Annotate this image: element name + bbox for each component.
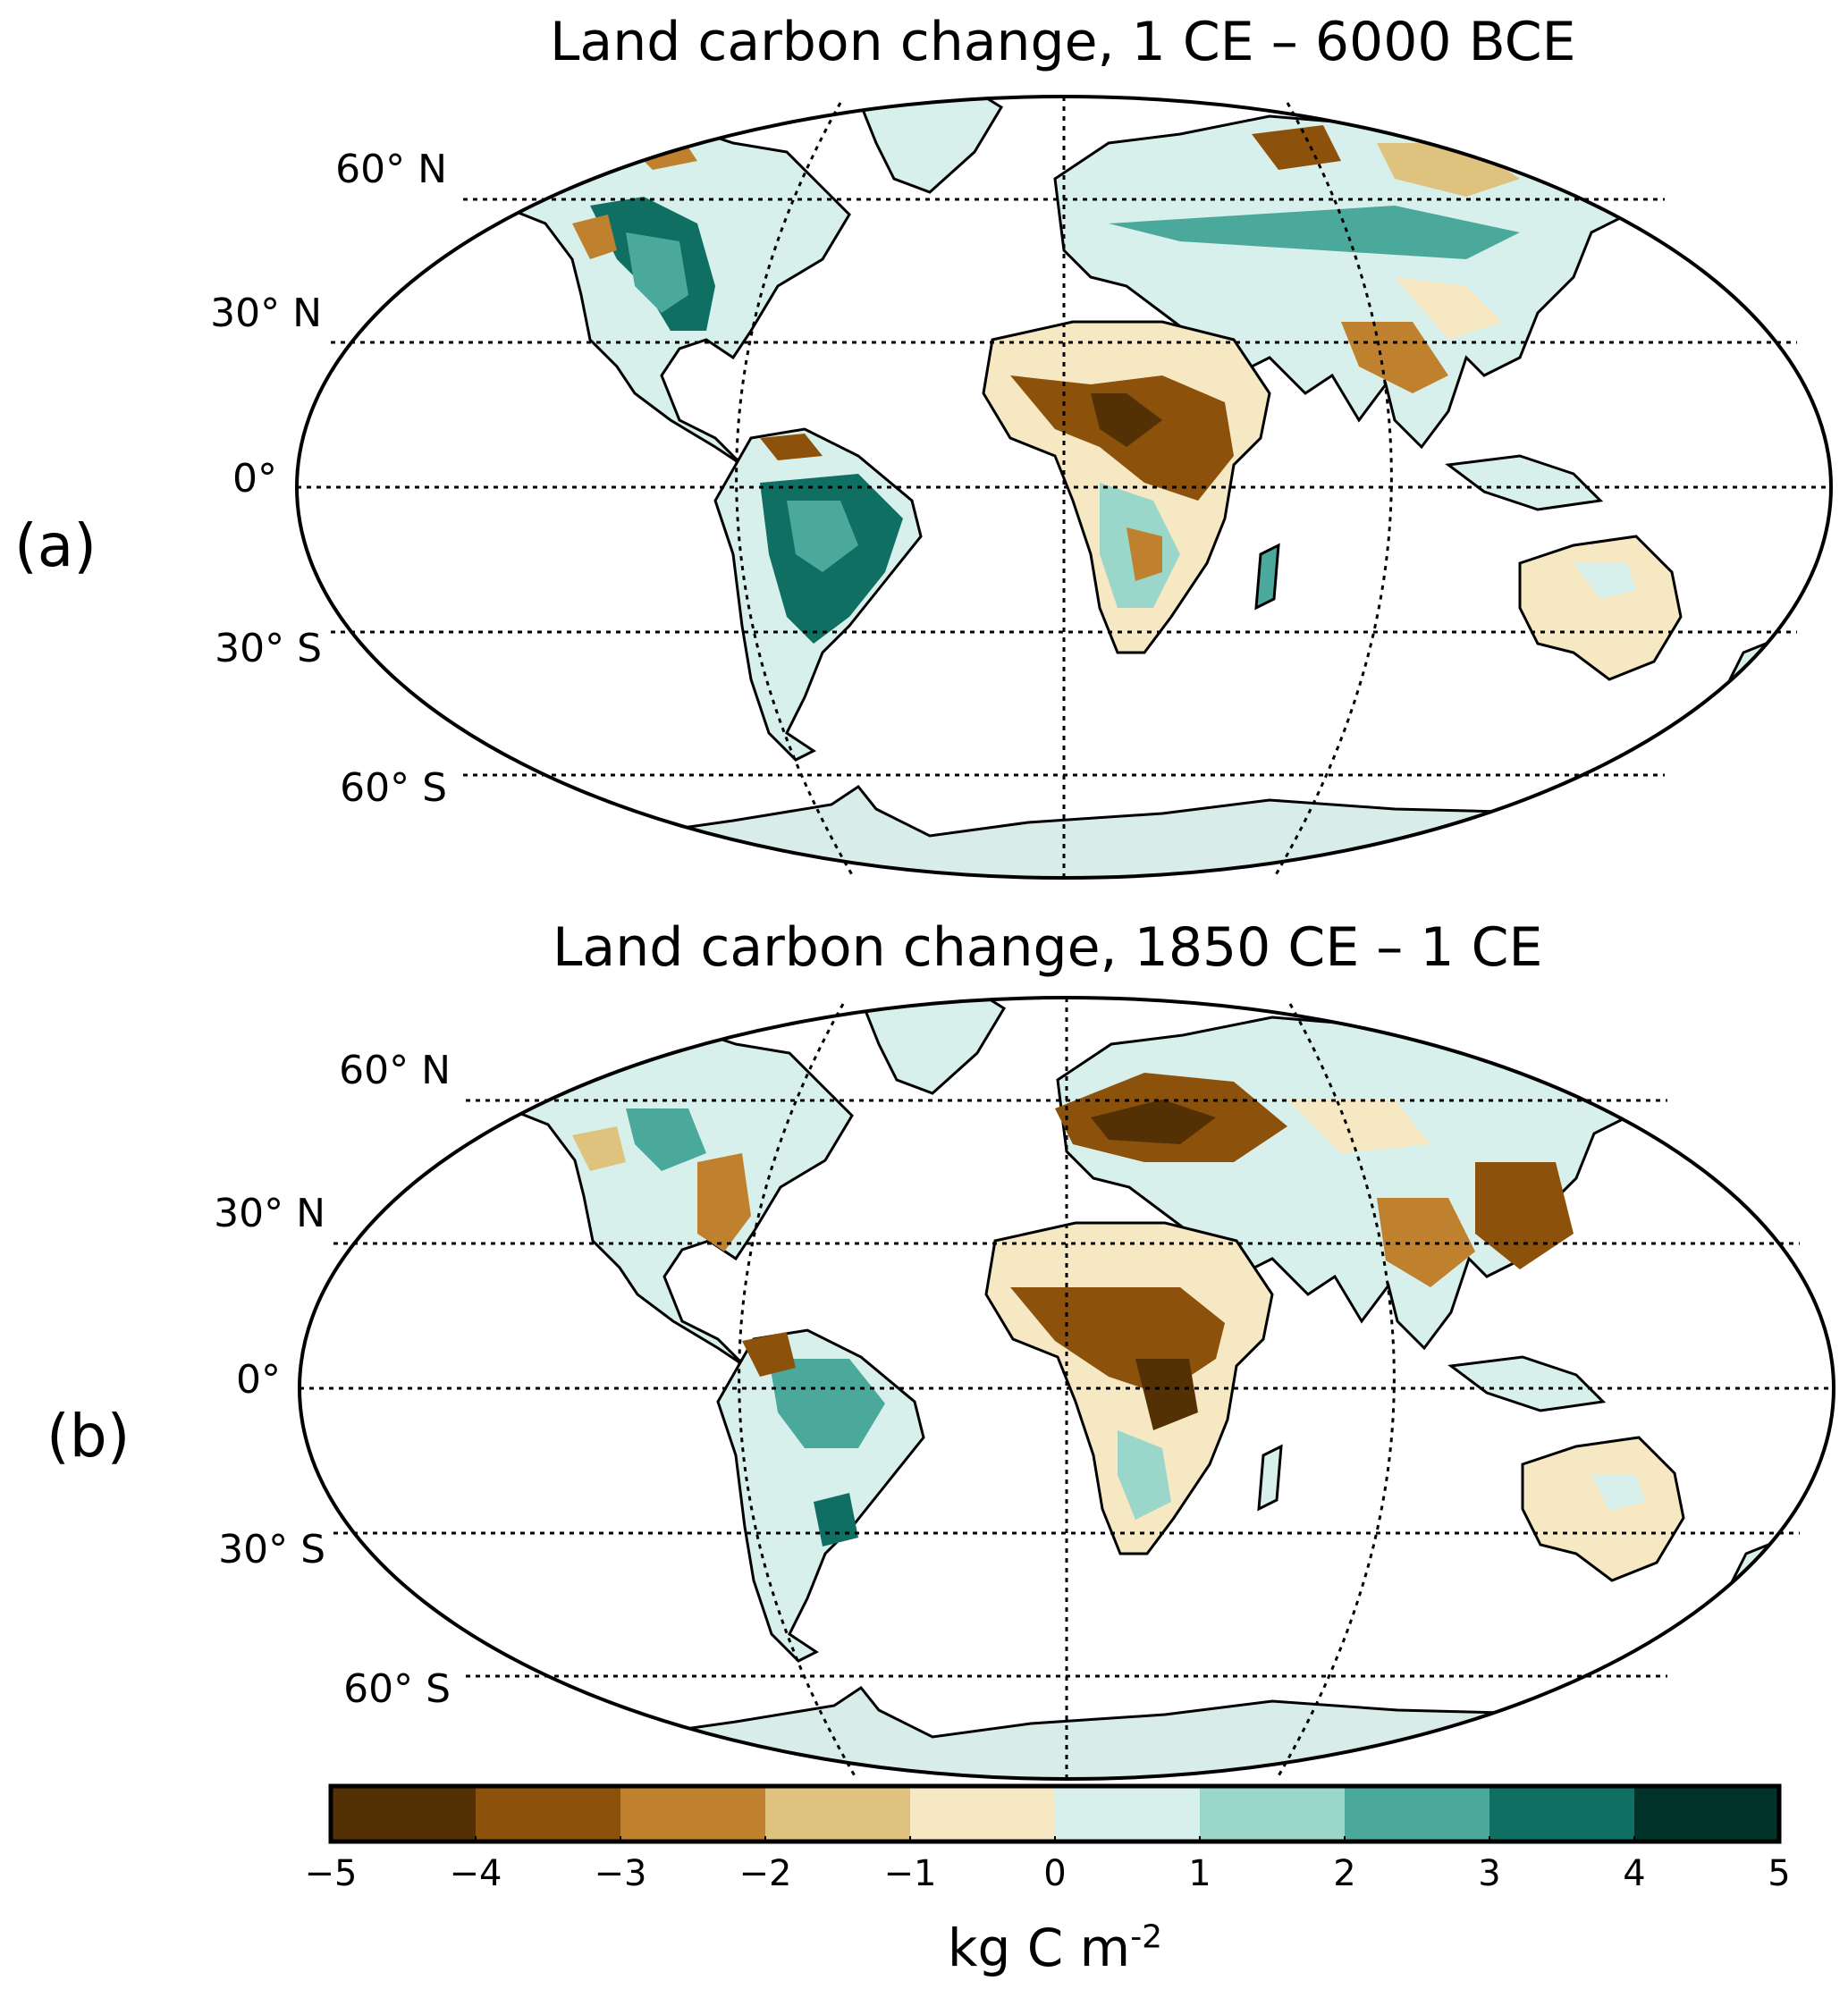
colorbar-swatch — [1489, 1786, 1635, 1842]
colorbar-tick-label: 5 — [1768, 1853, 1791, 1894]
panel-b-greenland — [858, 998, 1007, 1095]
colorbar-tick-label: −4 — [449, 1853, 502, 1894]
panel-b-map — [298, 996, 1835, 1781]
colorbar-swatch — [1345, 1786, 1490, 1842]
panel-b-title: Land carbon change, 1850 CE – 1 CE — [553, 916, 1543, 979]
colorbar-swatch — [1634, 1786, 1780, 1842]
colorbar-tick-label: 2 — [1333, 1853, 1356, 1894]
colorbar-units-label: kg C m-2 — [948, 1918, 1162, 1978]
panel-a-greenland — [856, 97, 1004, 194]
colorbar-swatch — [620, 1786, 766, 1842]
colorbar-tick-label: 4 — [1623, 1853, 1646, 1894]
panel-a-map — [295, 95, 1833, 880]
panel-a-title: Land carbon change, 1 CE – 6000 BCE — [550, 11, 1576, 73]
panel-a-lat-30n: 30° N — [210, 291, 322, 336]
colorbar-units: kg C m — [947, 1918, 1131, 1978]
colorbar-swatch — [765, 1786, 911, 1842]
colorbar-swatch — [331, 1786, 477, 1842]
panel-a-lat-60n: 60° N — [335, 147, 447, 192]
panel-b-label: (b) — [46, 1402, 131, 1471]
panel-b-lat-60n: 60° N — [339, 1048, 451, 1093]
colorbar-tick-label: −3 — [594, 1853, 647, 1894]
colorbar-tick-label: −5 — [304, 1853, 358, 1894]
colorbar-swatch — [1200, 1786, 1346, 1842]
panel-a-lat-60s: 60° S — [340, 765, 447, 811]
panel-b-lat-30n: 30° N — [214, 1191, 325, 1236]
panel-a-lat-30s: 30° S — [215, 626, 322, 671]
colorbar — [328, 1783, 1782, 1844]
panel-b-north-america — [483, 1016, 854, 1368]
panel-b-lat-30s: 30° S — [218, 1527, 325, 1572]
colorbar-tick-label: −2 — [738, 1853, 792, 1894]
colorbar-units-exponent: -2 — [1130, 1918, 1163, 1956]
colorbar-tick-label: 3 — [1478, 1853, 1501, 1894]
colorbar-swatch — [1055, 1786, 1201, 1842]
colorbar-tick-label: −1 — [883, 1853, 937, 1894]
colorbar-tick-label: 0 — [1043, 1853, 1067, 1894]
panel-a-lat-0: 0° — [232, 456, 277, 502]
colorbar-swatch — [476, 1786, 621, 1842]
colorbar-tick-label: 1 — [1188, 1853, 1211, 1894]
panel-a-label: (a) — [14, 511, 97, 580]
colorbar-swatch — [910, 1786, 1056, 1842]
panel-b-lat-60s: 60° S — [343, 1666, 451, 1712]
panel-b-lat-0: 0° — [236, 1357, 281, 1403]
